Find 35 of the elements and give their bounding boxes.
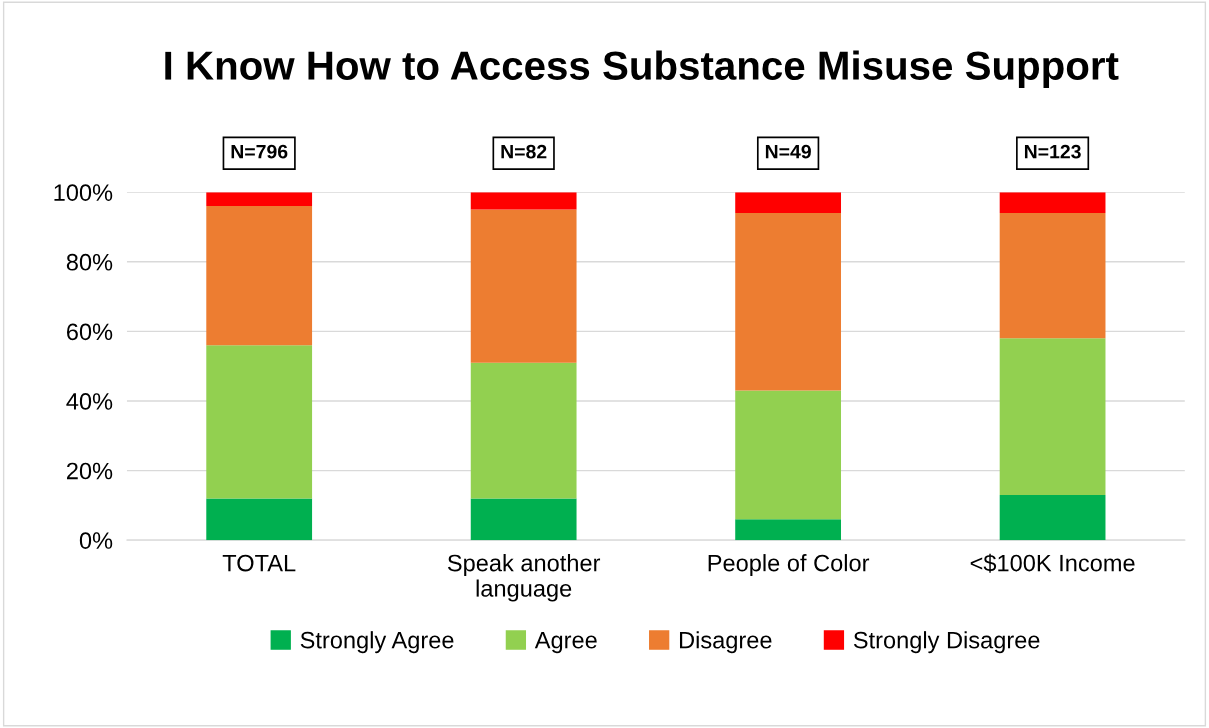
bar	[206, 498, 313, 541]
bar	[206, 192, 313, 207]
x-tick-label: Speak another language	[447, 554, 601, 602]
bar	[206, 345, 313, 499]
x-tick-label: TOTAL	[222, 554, 296, 572]
bar	[470, 192, 577, 210]
bar	[999, 494, 1106, 541]
bar	[999, 338, 1106, 495]
legend-label: Agree	[534, 632, 597, 654]
annotation: N=796	[231, 144, 288, 159]
bar	[735, 390, 842, 520]
y-tick-label: 80%	[66, 253, 113, 271]
y-tick-label: 0%	[79, 532, 113, 549]
bar	[735, 519, 842, 541]
y-tick-label: 60%	[67, 323, 113, 341]
y-tick-label: 20%	[66, 462, 113, 480]
bar	[470, 209, 577, 363]
bar	[999, 192, 1106, 214]
bar	[470, 362, 577, 499]
chart-title: I Know How to Access Substance Misuse Support	[165, 50, 1119, 88]
bar	[206, 206, 313, 346]
legend-label: Strongly Disagree	[853, 631, 1040, 654]
annotation: N=49	[765, 144, 811, 159]
bar	[735, 213, 842, 391]
bar	[735, 192, 842, 214]
bar	[470, 498, 577, 541]
legend-label: Strongly Agree	[300, 631, 454, 654]
y-tick-label: 100%	[54, 184, 113, 201]
x-tick-label: <$100K Income	[970, 553, 1135, 573]
annotation: N=123	[1024, 144, 1081, 159]
y-tick-label: 40%	[66, 393, 113, 410]
annotation: N=82	[501, 144, 547, 159]
bar	[999, 213, 1106, 339]
legend-label: Disagree	[679, 631, 772, 654]
x-tick-label: People of Color	[708, 554, 870, 577]
